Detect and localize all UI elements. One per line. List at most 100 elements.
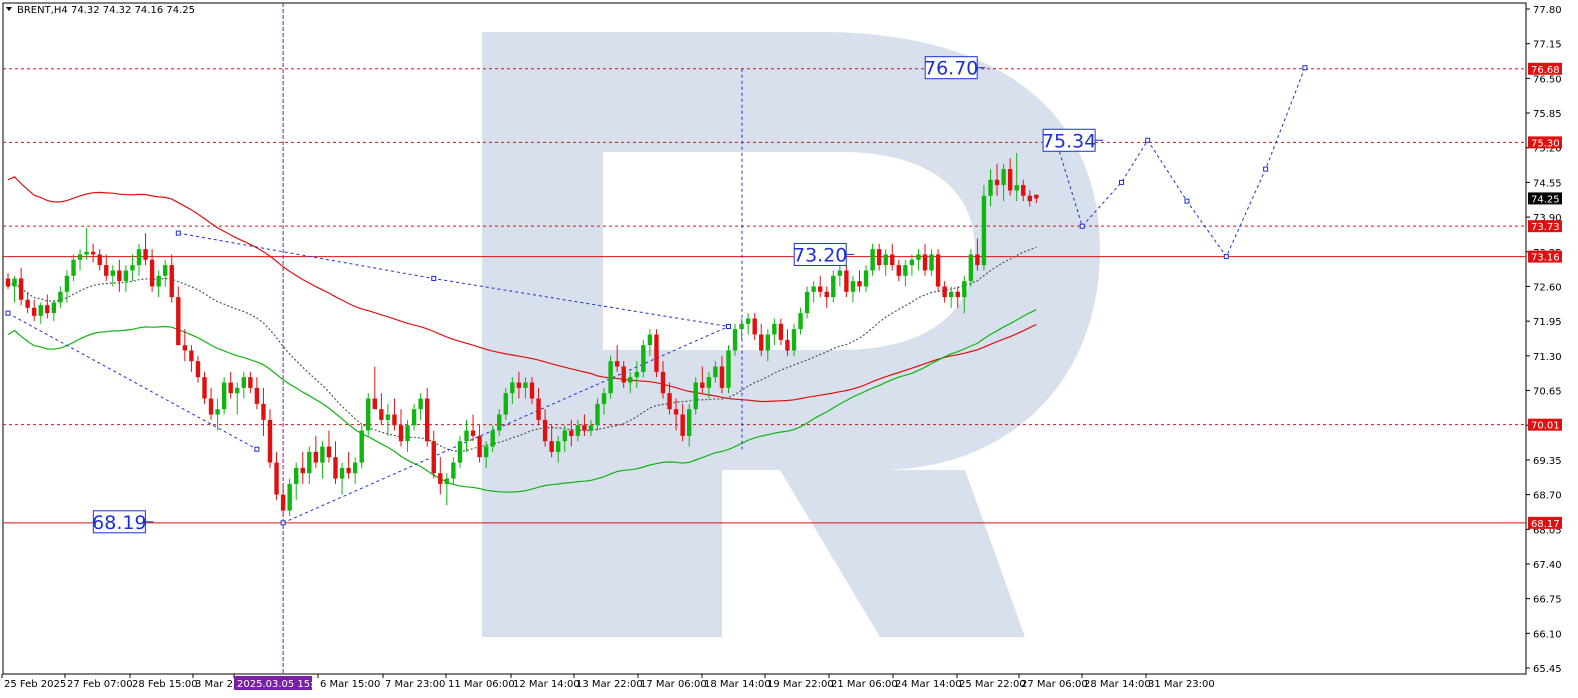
candle-153	[1007, 158, 1013, 196]
candle-2	[18, 267, 24, 306]
candle-4	[32, 299, 37, 322]
ma-gray-dotted-line	[7, 246, 1037, 453]
candle-64	[425, 387, 430, 447]
price-tag-5: 70.01	[1528, 418, 1562, 432]
candle-55	[366, 393, 371, 436]
time-tick-label-15: 25 Mar 22:00	[959, 679, 1026, 690]
price-tag-label-0: 76.68	[1531, 65, 1560, 76]
candle-94	[621, 361, 626, 388]
candle-140	[922, 243, 928, 276]
candle-body-33	[221, 382, 227, 410]
candle-24	[163, 259, 168, 287]
price-tag-6: 68.17	[1528, 516, 1562, 530]
candle-58	[385, 403, 391, 436]
candle-body-53	[352, 462, 358, 474]
candle-body-80	[529, 382, 535, 399]
price-tick-label-17: 66.75	[1533, 595, 1562, 606]
candle-25	[169, 254, 174, 303]
candle-body-119	[785, 339, 790, 351]
horizontal-levels	[3, 3, 1526, 674]
candle-body-66	[438, 473, 443, 484]
candle-body-140	[922, 254, 928, 271]
candle-98	[647, 329, 653, 356]
candle-69	[457, 435, 463, 468]
resistance-trend-line-node-2	[726, 323, 731, 329]
candle-85	[562, 425, 567, 452]
candle-133	[876, 243, 882, 271]
candles	[5, 153, 1039, 516]
dropdown-triangle-icon[interactable]	[6, 7, 12, 11]
forecast-node-2	[1119, 179, 1124, 185]
candle-body-76	[503, 393, 508, 415]
price-tick-label-4: 75.20	[1533, 144, 1562, 155]
candle-30	[202, 371, 207, 404]
candle-body-77	[510, 382, 515, 394]
candle-6	[45, 294, 50, 319]
candle-145	[955, 286, 960, 308]
candle-96	[634, 361, 639, 388]
candle-body-142	[935, 254, 941, 287]
candle-body-114	[752, 318, 757, 335]
candle-108	[713, 361, 718, 383]
candle-body-153	[1007, 169, 1013, 191]
candle-body-128	[844, 270, 849, 292]
price-tag-3: 73.73	[1528, 220, 1562, 233]
candle-body-143	[942, 286, 947, 298]
candle-body-32	[215, 409, 220, 415]
candle-139	[916, 249, 921, 271]
candle-36	[241, 371, 246, 399]
candle-141	[929, 249, 934, 276]
candle-91	[601, 387, 607, 415]
candle-78	[516, 371, 522, 399]
time-tick-label-14: 24 Mar 14:00	[895, 679, 962, 690]
candle-16	[110, 265, 115, 287]
candle-body-107	[706, 377, 712, 388]
candle-body-39	[261, 403, 266, 420]
candle-70	[464, 419, 469, 452]
time-tick-label-17: 28 Mar 14:00	[1084, 679, 1151, 690]
candle-body-70	[464, 430, 469, 442]
candle-138	[909, 254, 915, 276]
price-tag-0: 76.68	[1528, 62, 1562, 76]
candle-body-75	[497, 414, 502, 431]
candle-body-79	[523, 382, 528, 388]
candle-body-138	[909, 259, 915, 266]
candle-body-13	[90, 251, 96, 255]
time-tick-label-0: 25 Feb 2025	[4, 679, 66, 690]
time-tick-label-2: 28 Feb 15:00	[132, 679, 198, 690]
candle-body-85	[562, 430, 567, 442]
candle-37	[248, 371, 253, 394]
price-tag-label-2: 74.25	[1531, 194, 1560, 205]
candle-49	[326, 430, 332, 463]
candle-body-58	[385, 414, 391, 420]
candle-body-12	[84, 251, 89, 255]
candle-1	[12, 275, 17, 303]
candle-57	[379, 393, 384, 426]
candle-body-10	[71, 259, 76, 276]
candle-155	[1021, 179, 1026, 202]
candle-body-45	[300, 467, 305, 474]
candle-13	[90, 243, 96, 263]
price-tag-label-1: 75.30	[1531, 138, 1560, 149]
time-tick-label-18: 31 Mar 23:00	[1148, 679, 1215, 690]
candle-26	[176, 286, 181, 346]
price-tick-label-16: 67.40	[1533, 560, 1562, 571]
candle-body-68	[451, 462, 456, 479]
candle-body-0	[5, 278, 11, 287]
candle-body-148	[975, 254, 980, 266]
candle-body-78	[516, 382, 522, 388]
candle-body-121	[798, 313, 803, 330]
candle-body-98	[647, 334, 653, 346]
candle-118	[778, 318, 784, 346]
candle-81	[536, 387, 541, 426]
candle-body-15	[104, 265, 109, 276]
candle-42	[280, 483, 286, 516]
candle-body-150	[988, 179, 993, 196]
candle-body-43	[287, 483, 292, 511]
candle-52	[346, 451, 351, 479]
candle-body-102	[673, 409, 679, 415]
candle-43	[287, 478, 292, 516]
candle-134	[883, 249, 888, 276]
candle-9	[64, 270, 70, 303]
